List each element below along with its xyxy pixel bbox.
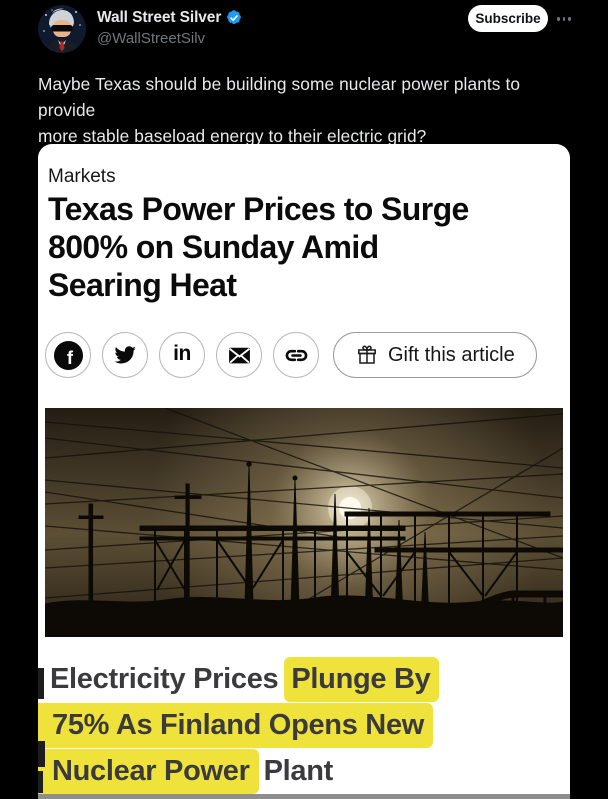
headline-text-highlighted: Nuclear Power [38,749,259,794]
cropped-text-fragment [38,771,43,793]
dot-icon [557,17,560,21]
twitter-share-button[interactable] [102,332,148,378]
linkedin-icon: in [173,342,191,365]
twitter-bird-icon [114,346,136,364]
cropped-text-fragment [38,741,45,767]
headline-text-plain: Plant [263,755,334,787]
gift-article-button[interactable]: Gift this article [333,332,537,378]
article-headline-line: Texas Power Prices to Surge [48,191,469,227]
author-handle: @WallStreetSilv [97,30,206,47]
article-card[interactable]: Markets Texas Power Prices to Surge 800%… [38,144,570,799]
svg-text:f: f [66,347,73,368]
tweet-text-line: Maybe Texas should be building some nucl… [38,74,521,120]
article-headline-line: Searing Heat [48,267,237,303]
linkedin-share-button[interactable]: in [159,332,205,378]
gift-article-label: Gift this article [388,343,515,366]
share-button-row: f in [45,332,537,378]
dot-icon [562,17,566,21]
facebook-share-button[interactable]: f [45,332,91,378]
wall-street-silver-avatar-icon [38,5,86,53]
tweet-text-line: more stable baseload energy to their ele… [38,126,427,146]
facebook-icon: f [53,340,83,370]
headline-text-highlighted: Plunge By [284,657,440,702]
tweet-text: Maybe Texas should be building some nucl… [38,71,574,149]
author-name[interactable]: Wall Street Silver [97,9,222,26]
finland-headline-line-1: Electricity Prices Plunge By [50,656,562,702]
author-block: Wall Street Silver [97,9,243,27]
article-photo [44,308,564,708]
cropped-content-strip [38,794,570,799]
email-share-button[interactable] [216,332,262,378]
article-headline-line: 800% on Sunday Amid [48,229,379,265]
article-headline: Texas Power Prices to Surge 800% on Sund… [48,190,469,304]
article-section-label: Markets [48,166,116,187]
headline-text-plain: Electricity Prices [50,663,279,695]
envelope-icon [228,347,250,363]
copy-link-share-button[interactable] [273,332,319,378]
cropped-text-fragment [38,668,44,699]
power-lines-sunset-photo [44,308,564,708]
verified-badge-icon [227,10,242,25]
finland-headline-line-2: 75% As Finland Opens New [38,702,562,748]
finland-headline: Electricity Prices Plunge By 75% As Finla… [38,656,562,794]
finland-headline-line-3: Nuclear Power Plant [38,748,562,794]
more-options-button[interactable] [551,12,577,26]
link-icon [285,349,307,361]
gift-icon [358,345,376,364]
dot-icon [568,17,572,21]
subscribe-button[interactable]: Subscribe [468,5,548,32]
headline-text-highlighted: 75% As Finland Opens New [38,703,434,748]
avatar[interactable] [38,5,86,53]
